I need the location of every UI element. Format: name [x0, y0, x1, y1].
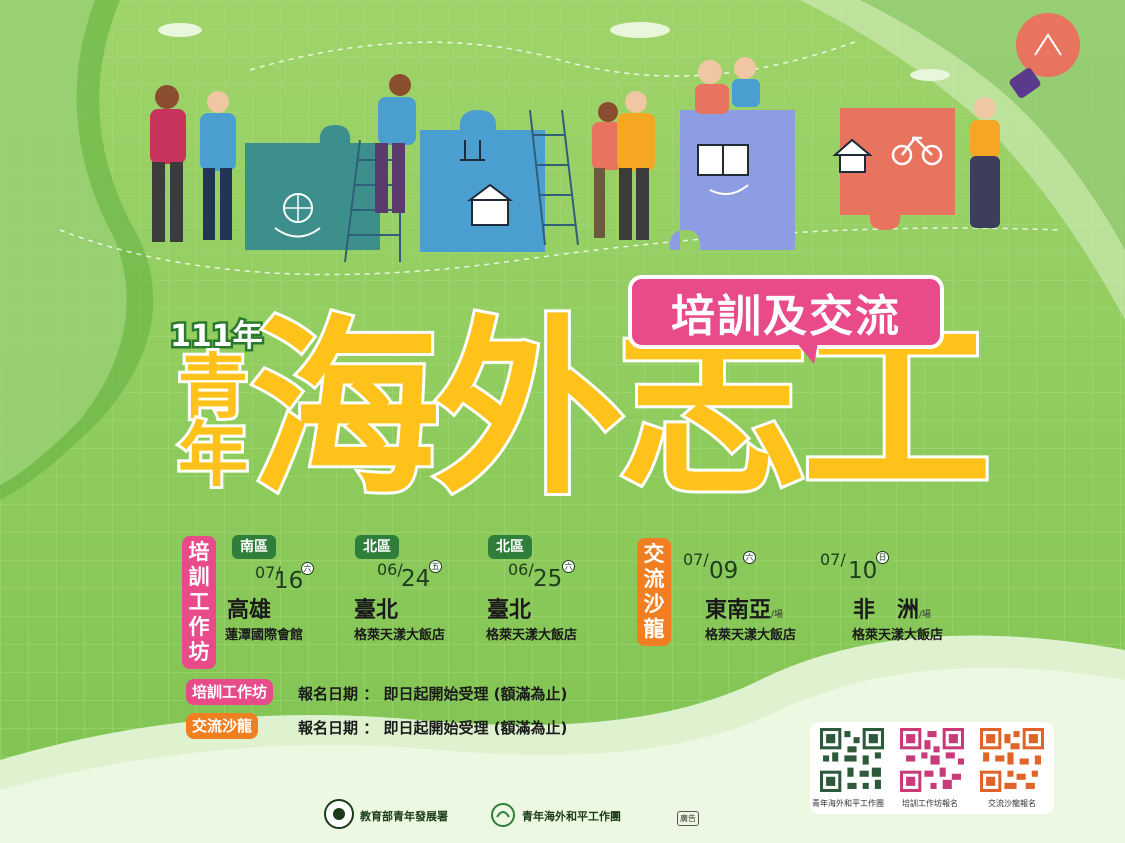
workshop-region-tag: 南區 [232, 535, 276, 559]
workshop-weekday: 六 [562, 560, 575, 573]
salon-venue: 格萊天漾大飯店 [705, 628, 797, 643]
qr-code-icon[interactable] [900, 728, 964, 792]
ad-badge: 廣告 [677, 811, 699, 826]
title-year: 111年 [168, 319, 266, 354]
salon-month: 07/ [820, 550, 846, 569]
workshop-venue: 蓮潭國際會館 [225, 628, 304, 643]
salon-month: 07/ [683, 550, 709, 569]
workshop-month: 06/ [377, 560, 403, 579]
title-youth-2: 年 [175, 414, 251, 496]
footer-org1: 教育部青年發展署 [360, 810, 448, 823]
peace-corps-logo-icon [491, 803, 515, 827]
qr-code-icon[interactable] [820, 728, 884, 792]
qr-caption: 青年海外和平工作團 [812, 799, 884, 808]
workshop-region-tag: 北區 [488, 535, 532, 559]
workshop-venue: 格萊天漾大飯店 [486, 628, 578, 643]
ministry-seal-icon [324, 799, 354, 829]
salon-weekday: 日 [876, 551, 889, 564]
workshop-weekday: 五 [429, 560, 442, 573]
salon-city: 非 洲/場 [853, 598, 932, 623]
workshop-month: 07/ [255, 563, 281, 582]
person-4 [592, 91, 655, 240]
lightbulb-icon [1009, 13, 1080, 98]
registration-text-workshop: 報名日期 ： 即日起開始受理 (額滿為止) [298, 685, 568, 703]
salon-day: 09 [709, 558, 739, 584]
person-5 [695, 57, 760, 114]
registration-label-salon: 交流沙龍 [186, 713, 259, 739]
person-1 [150, 85, 186, 242]
workshop-day: 24 [401, 566, 431, 592]
person-2 [200, 91, 236, 240]
subtitle-text: 培訓及交流 [671, 291, 901, 342]
workshop-day: 16 [274, 568, 304, 594]
qr-code-icon[interactable] [980, 728, 1044, 792]
left-swoosh [0, 0, 154, 500]
title-youth-1: 青 [175, 346, 251, 428]
footer-org2: 青年海外和平工作團 [522, 810, 621, 823]
salon-venue: 格萊天漾大飯店 [852, 628, 944, 643]
salon-label: 交流沙龍 [637, 538, 671, 646]
registration-label-workshop: 培訓工作坊 [186, 679, 274, 705]
puzzle-piece-globe-icon [245, 125, 380, 250]
workshop-city: 臺北 [354, 598, 399, 623]
salon-weekday: 六 [743, 551, 756, 564]
workshop-day: 25 [533, 566, 563, 592]
ladder-right [529, 109, 579, 246]
puzzle-piece-temple-icon [420, 110, 545, 252]
workshop-city: 臺北 [487, 598, 532, 623]
workshop-venue: 格萊天漾大飯店 [354, 628, 446, 643]
workshop-label: 培訓工作坊 [182, 536, 216, 669]
qr-caption: 交流沙龍報名 [988, 799, 1036, 808]
puzzle-piece-bike-icon [832, 108, 955, 230]
registration-text-salon: 報名日期 ： 即日起開始受理 (額滿為止) [298, 719, 568, 737]
puzzle-piece-book-icon [669, 110, 795, 250]
salon-day: 10 [848, 558, 878, 584]
workshop-city: 高雄 [227, 598, 272, 623]
workshop-region-tag: 北區 [355, 535, 399, 559]
salon-city: 東南亞/場 [705, 598, 784, 623]
person-3 [375, 74, 416, 213]
qr-card: 青年海外和平工作團 培訓工作坊報名 交流沙龍報名 [810, 722, 1054, 814]
person-6 [970, 97, 1000, 228]
bubble-tail [796, 342, 818, 364]
workshop-weekday: 六 [301, 562, 314, 575]
workshop-month: 06/ [508, 560, 534, 579]
qr-caption: 培訓工作坊報名 [902, 799, 958, 808]
subtitle-bubble: 培訓及交流 [628, 275, 944, 349]
